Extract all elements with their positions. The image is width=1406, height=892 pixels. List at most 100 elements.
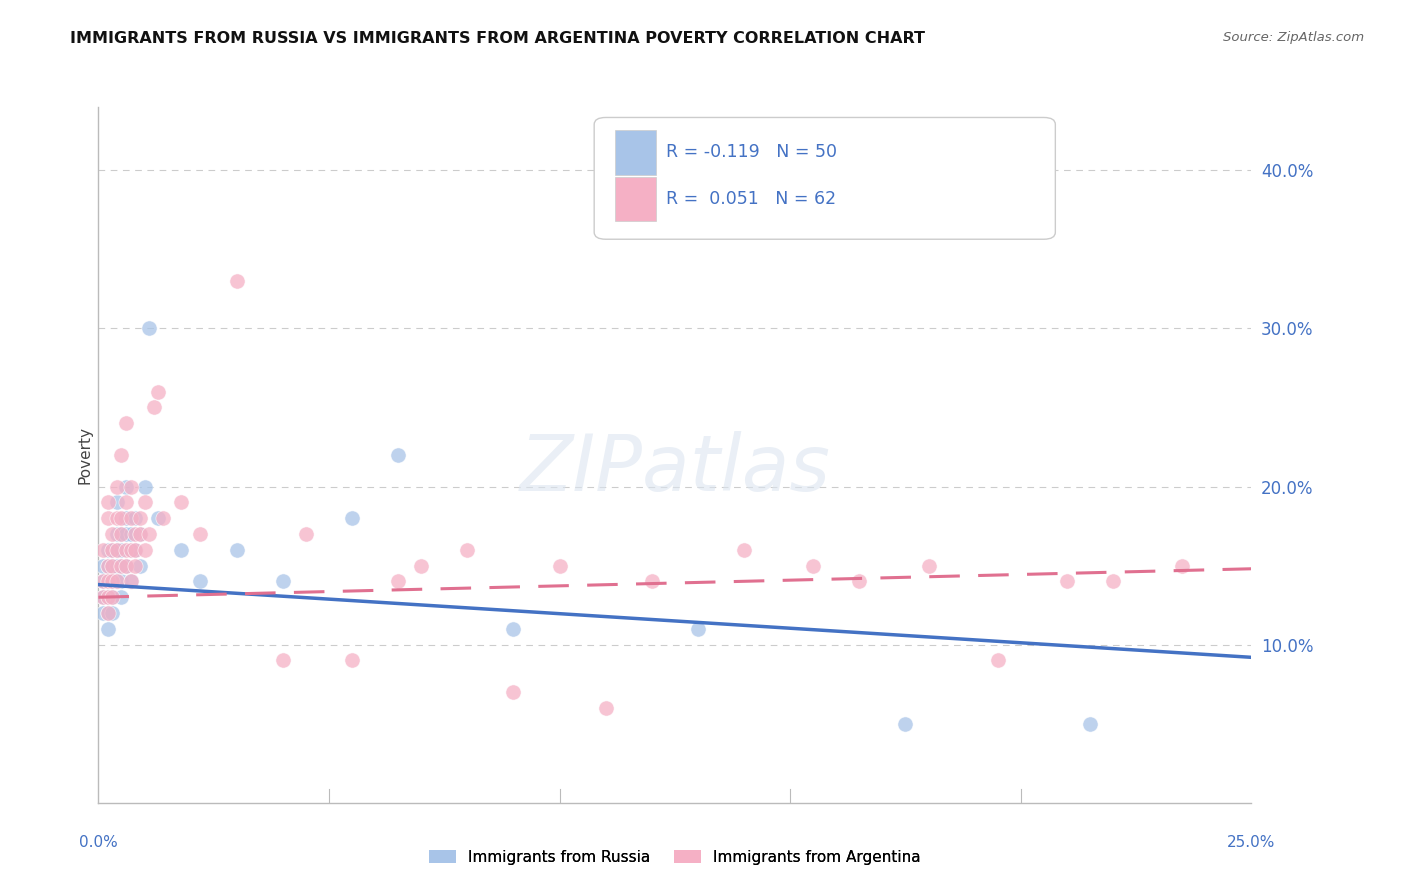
Point (91, 574, 114, 589)
Point (110, 527, 132, 541)
Point (124, 542, 146, 557)
Point (97, 606, 120, 620)
Point (225, 274, 247, 288)
Point (115, 479, 138, 493)
Text: R = -0.119   N = 50: R = -0.119 N = 50 (665, 144, 837, 161)
Point (97, 591, 120, 605)
Point (97, 574, 120, 589)
FancyBboxPatch shape (614, 130, 657, 175)
Point (101, 591, 124, 605)
Point (101, 591, 124, 605)
Point (105, 511, 128, 525)
Point (138, 527, 160, 541)
Point (97, 622, 120, 636)
Point (124, 527, 146, 541)
Point (105, 574, 128, 589)
Point (115, 527, 138, 541)
Point (101, 606, 124, 620)
Point (120, 527, 142, 541)
Point (170, 542, 193, 557)
Point (101, 542, 124, 557)
Point (105, 574, 128, 589)
Point (91, 558, 114, 573)
Point (105, 527, 128, 541)
Point (120, 542, 142, 557)
Point (502, 622, 524, 636)
Point (148, 511, 170, 525)
Point (105, 495, 128, 509)
Point (548, 558, 571, 573)
Point (129, 558, 152, 573)
Point (134, 495, 156, 509)
Point (641, 574, 664, 589)
Point (848, 574, 870, 589)
Point (115, 417, 138, 431)
Point (101, 558, 124, 573)
Point (129, 527, 152, 541)
Point (110, 448, 132, 462)
Point (142, 401, 165, 415)
Text: 25.0%: 25.0% (1227, 836, 1275, 850)
Point (1171, 558, 1194, 573)
Point (1078, 716, 1101, 731)
Point (1056, 574, 1078, 589)
Point (120, 574, 142, 589)
Point (733, 542, 755, 557)
Point (340, 653, 363, 667)
Point (188, 574, 211, 589)
Point (105, 479, 128, 493)
Point (124, 511, 146, 525)
Point (686, 622, 709, 636)
Point (120, 479, 142, 493)
Point (97, 558, 120, 573)
Point (295, 527, 318, 541)
Point (91, 591, 114, 605)
Point (456, 542, 478, 557)
Point (120, 574, 142, 589)
Point (110, 574, 132, 589)
Point (110, 558, 132, 573)
Point (502, 685, 524, 699)
Point (387, 574, 409, 589)
Point (115, 558, 138, 573)
Point (110, 527, 132, 541)
Point (129, 527, 152, 541)
Point (97, 495, 120, 509)
Point (138, 321, 160, 335)
Point (97, 591, 120, 605)
Point (101, 558, 124, 573)
Point (115, 495, 138, 509)
Point (120, 542, 142, 557)
Point (97, 574, 120, 589)
Point (124, 542, 146, 557)
Point (188, 527, 211, 541)
FancyBboxPatch shape (614, 177, 657, 221)
Text: ZIPatlas: ZIPatlas (519, 431, 831, 507)
Text: 0.0%: 0.0% (79, 836, 118, 850)
Point (97, 558, 120, 573)
Point (101, 527, 124, 541)
Point (801, 558, 824, 573)
Point (110, 591, 132, 605)
Point (894, 716, 917, 731)
Point (271, 653, 294, 667)
Text: IMMIGRANTS FROM RUSSIA VS IMMIGRANTS FROM ARGENTINA POVERTY CORRELATION CHART: IMMIGRANTS FROM RUSSIA VS IMMIGRANTS FRO… (70, 31, 925, 46)
Point (105, 558, 128, 573)
Point (170, 495, 193, 509)
Point (115, 542, 138, 557)
Point (595, 701, 617, 715)
Point (115, 511, 138, 525)
Point (91, 606, 114, 620)
Point (110, 542, 132, 557)
Point (91, 591, 114, 605)
Point (917, 558, 939, 573)
Point (101, 574, 124, 589)
Point (387, 448, 409, 462)
Y-axis label: Poverty: Poverty (77, 425, 93, 484)
Point (105, 542, 128, 557)
Point (129, 511, 152, 525)
Point (134, 479, 156, 493)
Point (124, 558, 146, 573)
Point (225, 542, 247, 557)
FancyBboxPatch shape (595, 118, 1056, 239)
